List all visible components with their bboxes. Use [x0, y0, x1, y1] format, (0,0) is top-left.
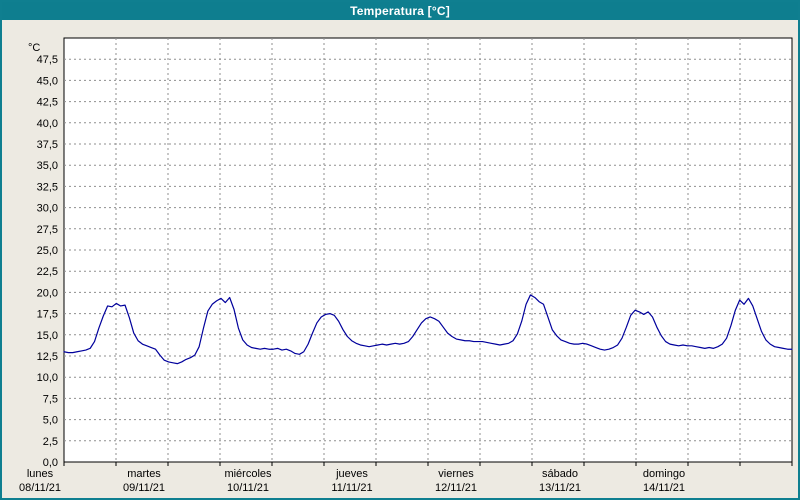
y-axis-tick-label: 27,5	[37, 224, 58, 236]
x-axis-day-label: martes	[127, 468, 161, 480]
y-axis-tick-label: 12,5	[37, 351, 58, 363]
x-axis-day-label: viernes	[438, 468, 474, 480]
x-axis-day-label: jueves	[335, 468, 368, 480]
x-axis-date-label: 11/11/21	[331, 482, 372, 494]
y-axis-unit-label: °C	[28, 42, 40, 54]
x-axis-date-label: 08/11/21	[19, 482, 61, 494]
y-axis-tick-label: 5,0	[43, 415, 58, 427]
y-axis-tick-label: 22,5	[37, 266, 58, 278]
x-axis-date-label: 14/11/21	[643, 482, 685, 494]
y-axis-tick-label: 35,0	[37, 160, 58, 172]
y-axis-tick-label: 32,5	[37, 181, 58, 193]
y-axis-tick-label: 0,0	[43, 457, 58, 469]
y-axis-tick-label: 47,5	[37, 54, 58, 66]
x-axis-date-label: 12/11/21	[435, 482, 477, 494]
x-axis-day-label: domingo	[643, 468, 685, 480]
y-axis-tick-label: 20,0	[37, 287, 58, 299]
x-axis-day-label: lunes	[27, 468, 54, 480]
temperature-line	[63, 294, 793, 365]
y-axis-tick-label: 2,5	[43, 436, 58, 448]
x-axis-date-label: 13/11/21	[539, 482, 581, 494]
x-axis-day-label: miércoles	[224, 468, 272, 480]
y-axis-tick-label: 42,5	[37, 97, 58, 109]
y-axis-tick-label: 40,0	[37, 118, 58, 130]
y-axis-tick-label: 45,0	[37, 75, 58, 87]
y-axis-tick-label: 30,0	[37, 203, 58, 215]
x-axis-date-label: 09/11/21	[123, 482, 165, 494]
y-axis-tick-label: 7,5	[43, 393, 58, 405]
window-title-bar: Temperatura [°C]	[2, 2, 798, 20]
y-axis-tick-label: 15,0	[37, 330, 58, 342]
y-axis-tick-label: 10,0	[37, 372, 58, 384]
y-axis-tick-label: 17,5	[37, 309, 58, 321]
y-axis-tick-label: 37,5	[37, 139, 58, 151]
y-axis-tick-label: 25,0	[37, 245, 58, 257]
x-axis-day-label: sábado	[542, 468, 578, 480]
x-axis-date-label: 10/11/21	[227, 482, 269, 494]
window-title: Temperatura [°C]	[350, 4, 450, 18]
